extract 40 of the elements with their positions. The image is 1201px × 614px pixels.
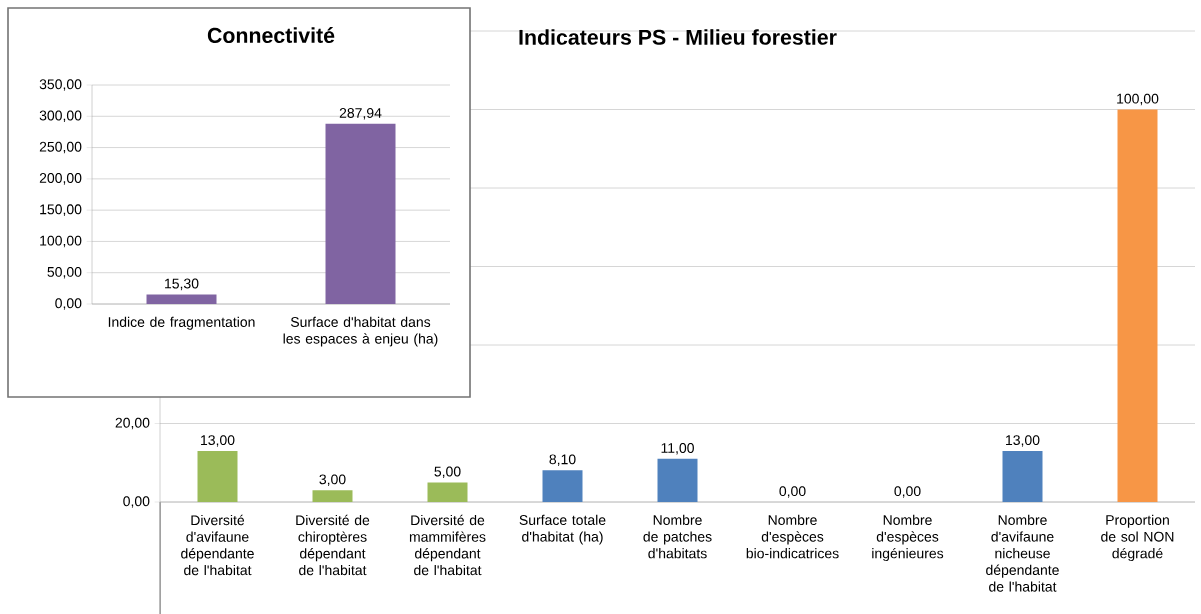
data-label: 0,00 xyxy=(894,486,921,498)
y-tick-label: 300,00 xyxy=(39,110,82,123)
x-tick-label: Nombre d'espèces ingénieures xyxy=(872,514,944,562)
bar xyxy=(1002,450,1043,503)
bar xyxy=(427,482,468,503)
data-label: 3,00 xyxy=(319,474,346,486)
data-label: 287,94 xyxy=(339,108,382,120)
y-tick-label: 250,00 xyxy=(39,141,82,154)
data-label: 5,00 xyxy=(434,466,461,479)
y-tick-label: 0,00 xyxy=(55,298,82,310)
x-tick-label: Nombre d'espèces bio-indicatrices xyxy=(746,514,839,559)
data-label: 100,00 xyxy=(1117,93,1159,106)
data-label: 13,00 xyxy=(1006,435,1040,447)
y-tick-label: 100,00 xyxy=(40,235,82,248)
data-label: 15,30 xyxy=(165,278,199,291)
x-tick-label: Diversité de chiroptères dépendant de l'habitat xyxy=(296,514,370,576)
bar xyxy=(312,490,353,503)
data-label: 0,00 xyxy=(779,486,806,498)
x-tick-label: Diversité d'avifaune dépendante de l'habitat xyxy=(181,514,254,576)
y-tick-label: 350,00 xyxy=(39,79,82,91)
bar xyxy=(657,458,698,503)
y-tick-label: 200,00 xyxy=(39,173,82,185)
y-tick-label: 20,00 xyxy=(115,417,150,430)
y-tick-label: 50,00 xyxy=(47,266,82,279)
bar xyxy=(1117,109,1158,503)
data-label: 11,00 xyxy=(661,443,694,455)
x-tick-label: Nombre d'avifaune nicheuse dépendante de l'habitat xyxy=(986,514,1059,592)
chart-title: Connectivité xyxy=(207,27,335,43)
x-tick-label: Surface d'habitat dans les espaces à enjeu (ha) xyxy=(283,316,438,347)
x-tick-label: Surface totale d'habitat (ha) xyxy=(519,514,606,545)
x-tick-label: Indice de fragmentation xyxy=(108,316,255,330)
bar xyxy=(197,450,238,503)
bar xyxy=(542,470,583,503)
data-label: 13,00 xyxy=(201,435,235,447)
x-tick-label: Nombre de patches d'habitats xyxy=(643,514,712,559)
x-tick-label: Proportion de sol NON dégradé xyxy=(1101,514,1174,562)
chart-title: Indicateurs PS - Milieu forestier xyxy=(519,29,837,45)
x-tick-label: Diversité de mammifères dépendant de l'habitat xyxy=(409,514,486,576)
y-tick-label: 150,00 xyxy=(40,204,82,216)
data-label: 8,10 xyxy=(549,454,576,466)
